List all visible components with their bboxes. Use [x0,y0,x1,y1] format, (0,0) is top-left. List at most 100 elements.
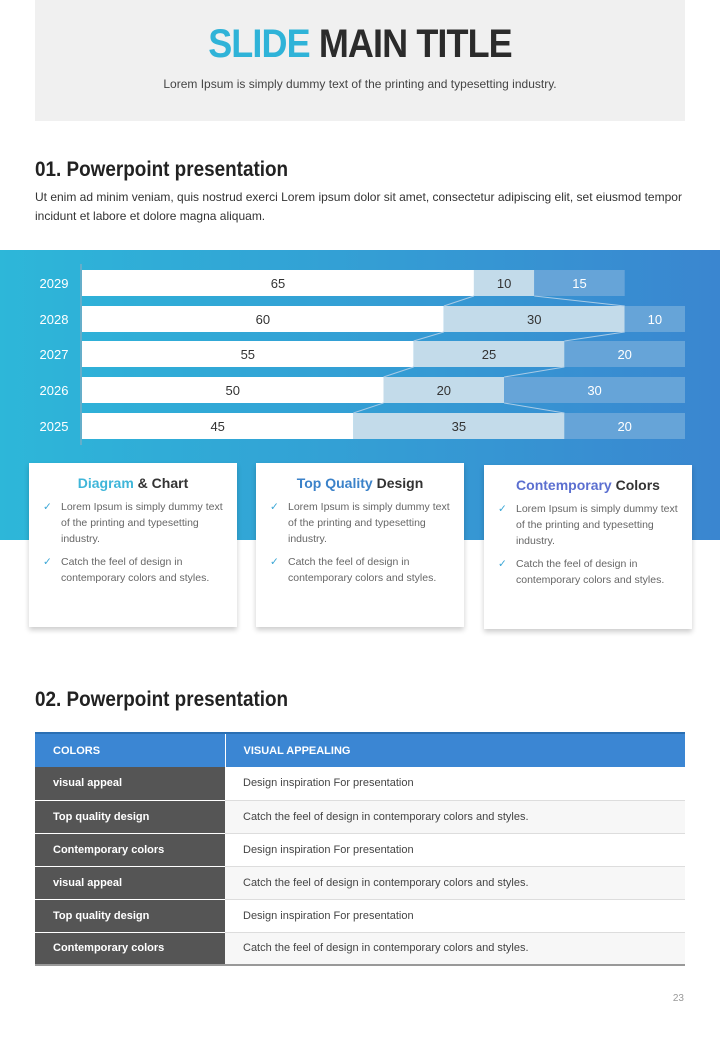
card-title-accent: Diagram [77,475,134,491]
bar-segment [82,377,384,403]
data-label: 55 [241,347,255,362]
bar-segment [443,306,625,332]
feature-card: Contemporary Colors ✓ Lorem Ipsum is simpl… [484,465,692,629]
y-tick-label: 2025 [40,419,69,434]
row-value: Design inspiration For presentation [225,833,685,867]
bar-segment [504,377,685,403]
bar-segment [82,413,354,439]
connector-line [504,402,565,414]
bar-segment [82,306,444,332]
connector-line [504,366,565,378]
bullet-text: Catch the feel of design in contemporary… [288,556,437,584]
card-title-rest: Design [372,475,424,491]
row-key: Top quality design [35,899,225,933]
check-icon: ✓ [270,501,279,513]
connector-line [534,295,625,307]
bar-segment [413,341,565,367]
stacked-bar-chart: 2029 65 10 15 2028 60 30 10 2027 55 25 20 2026 50 20 30… [40,264,685,445]
card-bullet: ✓ Catch the feel of design in contemporar… [270,554,450,586]
title-rest: MAIN TITLE [318,22,513,66]
check-icon: ✓ [43,556,52,568]
connector-line [353,402,384,414]
y-tick-label: 2028 [40,312,69,327]
check-icon: ✓ [43,501,52,513]
data-label: 30 [527,312,541,327]
connector-line [383,366,414,378]
card-title: Diagram & Chart [43,475,223,491]
bar-segment [383,377,505,403]
row-value: Design inspiration For presentation [225,899,685,933]
card-bullet: ✓ Catch the feel of design in contemporar… [43,554,223,586]
card-bullet: ✓ Lorem Ipsum is simply dummy text of the… [498,501,678,549]
y-tick-label: 2026 [40,383,69,398]
title-accent: SLIDE [208,22,310,66]
feature-card: Top Quality Design ✓ Lorem Ipsum is simply… [256,463,464,627]
section1-description: Ut enim ad minim veniam, quis nostrud ex… [35,190,682,223]
bar-segment [564,341,685,367]
data-label: 25 [482,347,496,362]
title-header: SLIDE MAIN TITLE Lorem Ipsum is simply d… [35,0,685,121]
bar-segment [624,306,685,332]
data-label: 10 [648,312,662,327]
data-label: 20 [617,419,631,434]
table-row: visual appeal Design inspiration For pres… [35,767,685,801]
bar-segment [82,270,474,296]
y-tick-label: 2027 [40,347,69,362]
card-title-rest: Colors [611,477,660,493]
bullet-text: Lorem Ipsum is simply dummy text of the … [61,501,223,545]
card-title-accent: Contemporary [516,477,612,493]
data-label: 65 [271,276,285,291]
page-title: SLIDE MAIN TITLE [68,22,653,67]
row-key: visual appeal [35,866,225,900]
data-label: 35 [452,419,466,434]
row-key: Contemporary colors [35,932,225,966]
data-label: 20 [617,347,631,362]
check-icon: ✓ [270,556,279,568]
bar-segment [473,270,535,296]
data-label: 15 [572,276,586,291]
data-label: 10 [497,276,511,291]
row-key: Contemporary colors [35,833,225,867]
data-label: 45 [210,419,224,434]
card-title-rest: & Chart [133,475,189,491]
table-row: visual appeal Catch the feel of design in… [35,866,685,900]
subtitle: Lorem Ipsum is simply dummy text of the … [163,77,557,91]
data-label: 50 [226,383,240,398]
data-table: COLORS VISUAL APPEALING visual appeal Desig… [35,732,685,966]
connector-line [443,295,475,307]
bullet-text: Catch the feel of design in contemporary… [516,558,665,586]
card-title: Top Quality Design [270,475,450,491]
check-icon: ✓ [498,558,507,570]
table-row: Top quality design Catch the feel of desi… [35,800,685,834]
card-bullet: ✓ Catch the feel of design in contemporar… [498,556,678,588]
column-header: VISUAL APPEALING [225,732,685,767]
connector-line [413,331,444,342]
row-key: Top quality design [35,800,225,834]
bar-segment [564,413,685,439]
data-label: 30 [587,383,601,398]
bar-segment [353,413,565,439]
page-number: 23 [672,993,684,1004]
section1-title: 01. Powerpoint presentation [35,158,289,181]
bar-segment [82,341,414,367]
data-label: 20 [437,383,451,398]
y-tick-label: 2029 [40,276,69,291]
row-value: Catch the feel of design in contemporary… [225,932,685,966]
data-label: 60 [256,312,270,327]
row-key: visual appeal [35,767,225,801]
table-row: Contemporary colors Design inspiration Fo… [35,833,685,867]
bullet-text: Lorem Ipsum is simply dummy text of the … [288,501,450,545]
check-icon: ✓ [498,503,507,515]
card-title-accent: Top Quality [296,475,373,491]
row-value: Design inspiration For presentation [225,767,685,801]
bullet-text: Catch the feel of design in contemporary… [61,556,210,584]
row-value: Catch the feel of design in contemporary… [225,866,685,900]
column-header: COLORS [35,732,226,767]
table-row: Top quality design Design inspiration For… [35,899,685,933]
card-title: Contemporary Colors [498,477,678,493]
connector-line [564,331,625,342]
card-bullet: ✓ Lorem Ipsum is simply dummy text of the… [270,499,450,547]
card-bullet: ✓ Lorem Ipsum is simply dummy text of the… [43,499,223,547]
bullet-text: Lorem Ipsum is simply dummy text of the … [516,503,678,547]
bar-segment [534,270,625,296]
